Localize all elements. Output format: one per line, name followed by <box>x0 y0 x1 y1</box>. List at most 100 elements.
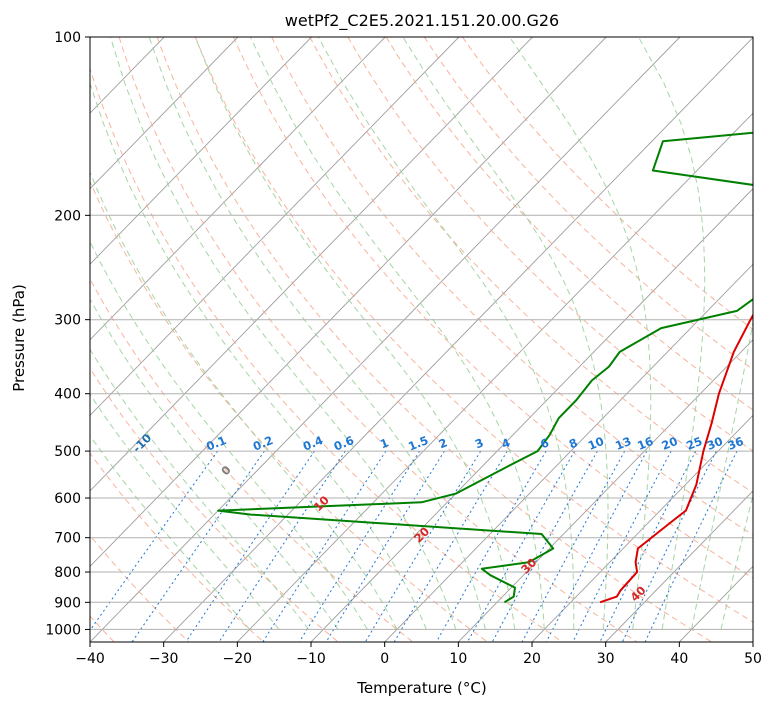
isotherm-line <box>605 490 753 642</box>
y-tick-label: 600 <box>54 491 81 507</box>
isotherm-line <box>163 37 753 642</box>
mixing-ratio-line <box>218 450 346 642</box>
dry-adiabat-line <box>90 278 414 642</box>
x-tick-label: −10 <box>296 651 326 667</box>
moist-adiabat-line <box>148 37 486 630</box>
x-tick-label: 40 <box>670 651 688 667</box>
moist-adiabat-line <box>509 37 652 630</box>
dry-adiabat-line <box>309 37 753 494</box>
x-tick-label: −40 <box>75 651 105 667</box>
dry-adiabat-line <box>90 66 563 642</box>
x-tick-label: 10 <box>449 651 467 667</box>
chart-title: wetPf2_C2E5.2021.151.20.00.G26 <box>285 11 559 31</box>
moist-adiabat-line <box>402 37 609 630</box>
y-tick-label: 300 <box>54 313 81 329</box>
isotherm-line <box>90 37 239 190</box>
dry-adiabat-line <box>462 37 753 331</box>
isotherm-line <box>90 37 533 492</box>
mixing-ratio-label: 30 <box>705 434 725 453</box>
mixing-ratio-line <box>621 450 717 642</box>
x-axis-label: Temperature (°C) <box>356 679 486 697</box>
mixing-ratio-label: 25 <box>684 434 704 453</box>
moist-adiabat-line <box>90 434 250 630</box>
mixing-ratio-line <box>644 450 738 642</box>
y-tick-label: 1000 <box>45 622 81 638</box>
dry-adiabat-line <box>118 37 638 642</box>
isotherm-line <box>457 339 753 642</box>
mixing-ratio-label: 36 <box>725 434 745 453</box>
mixing-ratio-line <box>521 450 626 642</box>
moist-adiabat-line <box>90 170 398 630</box>
x-tick-label: 50 <box>744 651 762 667</box>
isotherm-line <box>531 414 753 642</box>
mixing-ratio-line <box>364 450 482 642</box>
temperature-profile-line <box>599 313 753 604</box>
isotherm-line <box>236 112 753 642</box>
mixing-ratio-label: 2 <box>437 435 450 451</box>
dry-adiabat-line <box>194 37 753 623</box>
y-tick-label: 400 <box>54 387 81 403</box>
mixing-ratio-line <box>545 450 648 642</box>
x-tick-label: −30 <box>149 651 179 667</box>
mixing-ratio-line <box>435 450 547 642</box>
isotherm-line <box>90 37 460 416</box>
mixing-ratio-label: 3 <box>473 435 486 451</box>
mixing-ratio-line <box>599 450 697 642</box>
moist-adiabat-line <box>720 493 753 630</box>
dry-adiabat-label: -10 <box>130 431 155 456</box>
x-tick-label: 30 <box>597 651 615 667</box>
mixing-ratio-line <box>572 450 672 642</box>
y-axis-ticks: 100 200 300 400 500 600 700 800 900 1000 <box>45 30 90 638</box>
moist-adiabat-line <box>691 319 753 630</box>
mixing-ratio-line <box>393 450 508 642</box>
dry-adiabat-line <box>90 534 190 642</box>
y-tick-label: 200 <box>54 208 81 224</box>
isotherm-line <box>90 37 312 265</box>
dry-adiabat-line <box>90 367 339 642</box>
moist-adiabat-line <box>317 37 575 630</box>
x-tick-label: −20 <box>223 651 253 667</box>
mixing-ratio-label: 20 <box>660 434 680 453</box>
x-tick-label: 0 <box>380 651 389 667</box>
mixing-ratio-label: 16 <box>635 434 655 453</box>
mixing-ratio-label: 8 <box>567 435 580 451</box>
moist-adiabat-line <box>90 393 280 630</box>
dry-adiabat-line <box>233 37 753 579</box>
y-tick-label: 500 <box>54 444 81 460</box>
moist-adiabat-line <box>90 240 368 630</box>
moist-adiabat-line <box>194 37 516 630</box>
moist-adiabat-line <box>90 81 427 630</box>
mixing-ratio-line <box>298 450 421 642</box>
y-tick-label: 700 <box>54 531 81 547</box>
mixing-ratio-line <box>131 450 265 642</box>
isotherm-line <box>90 37 681 642</box>
isotherm-line <box>752 641 753 642</box>
dry-adiabat-line <box>423 37 753 371</box>
mixing-ratio-line <box>325 450 445 642</box>
x-axis-ticks: −40 −30 −20 −10 0 10 20 30 40 50 <box>75 642 762 667</box>
y-tick-label: 800 <box>54 565 81 581</box>
mixing-ratio-label: 1 <box>378 435 391 451</box>
dewpoint-profile-line <box>217 131 753 604</box>
x-tick-label: 20 <box>523 651 541 667</box>
mixing-ratio-line <box>185 450 315 642</box>
dry-adiabat-line <box>156 37 712 642</box>
dry-adiabat-line <box>90 180 488 642</box>
mixing-ratio-label: 13 <box>613 434 633 453</box>
dry-adiabat-line <box>385 37 753 411</box>
isotherm-line <box>90 37 386 341</box>
pressure-gridlines <box>90 37 753 630</box>
mixing-ratio-line <box>491 450 598 642</box>
moist-adiabat-line <box>90 298 339 630</box>
moist-adiabat-line <box>249 37 545 630</box>
isotherm-line <box>310 188 753 642</box>
mixing-ratio-label: 10 <box>586 434 606 453</box>
dry-adiabat-line <box>90 452 264 642</box>
background-lines <box>90 37 753 642</box>
moist-adiabat-line <box>109 37 457 630</box>
plot-frame <box>89 36 754 643</box>
y-axis-label: Pressure (hPa) <box>10 284 28 392</box>
moist-adiabat-line <box>90 348 309 630</box>
dry-adiabat-line <box>271 37 753 536</box>
